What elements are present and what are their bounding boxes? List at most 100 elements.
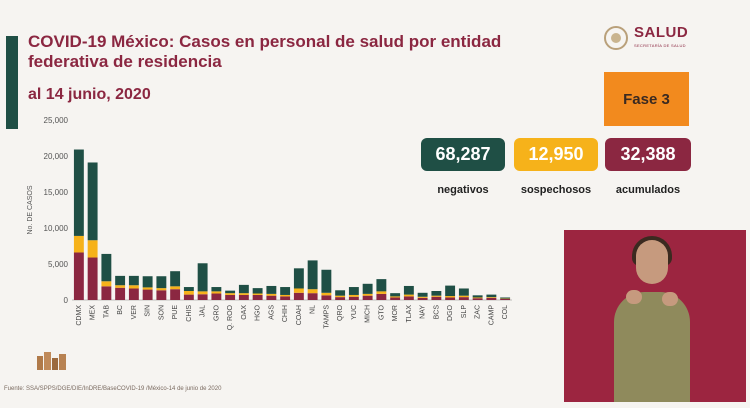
bar-hgo-s0 bbox=[252, 294, 263, 300]
bar-bc-s1 bbox=[115, 285, 126, 288]
x-tick-label: MEX bbox=[90, 305, 97, 321]
x-tick-label: MICH bbox=[365, 305, 372, 323]
bar-gto-s1 bbox=[376, 291, 387, 294]
bar-tlax-s2 bbox=[403, 285, 414, 295]
bar-cdmx-s0 bbox=[73, 252, 84, 300]
salud-logo: SALUD SECRETARÍA DE SALUD bbox=[604, 24, 700, 58]
y-tick-label: 10,000 bbox=[44, 224, 69, 233]
bar-qro-s1 bbox=[335, 295, 346, 298]
bar-son-s1 bbox=[156, 288, 167, 291]
bar-mor-s1 bbox=[390, 296, 401, 298]
logo-name: SALUD bbox=[634, 24, 689, 41]
x-tick-label: TAB bbox=[103, 305, 110, 318]
sign-language-video bbox=[564, 230, 746, 402]
bar-col-s0 bbox=[500, 298, 511, 300]
x-tick-label: GRO bbox=[213, 304, 220, 321]
stat-sospechosos: 12,950 bbox=[514, 138, 598, 171]
x-tick-label: SLP bbox=[461, 305, 468, 319]
bar-yuc-s1 bbox=[348, 294, 359, 297]
x-tick-label: YUC bbox=[351, 305, 358, 320]
bar-sin-s2 bbox=[142, 276, 153, 288]
x-tick-label: BC bbox=[117, 305, 124, 315]
bar-nl-s1 bbox=[307, 289, 318, 294]
bar-cdmx-s1 bbox=[73, 235, 84, 253]
bar-jal-s0 bbox=[197, 294, 208, 300]
x-tick-label: BCS bbox=[433, 305, 440, 320]
bar-camp-s2 bbox=[486, 294, 497, 298]
bar-zac-s2 bbox=[472, 295, 483, 298]
x-tick-label: COAH bbox=[296, 305, 303, 325]
x-tick-label: GTO bbox=[378, 304, 385, 320]
bar-tab-s0 bbox=[101, 286, 112, 300]
y-axis-label: No. DE CASOS bbox=[27, 185, 34, 234]
bar-son-s0 bbox=[156, 290, 167, 300]
bar-cdmx-s2 bbox=[73, 149, 84, 236]
bar-bcs-s2 bbox=[431, 291, 442, 296]
bar-oax-s2 bbox=[238, 284, 249, 294]
x-tick-label: TAMPS bbox=[323, 305, 330, 329]
x-tick-label: OAX bbox=[241, 305, 248, 320]
bar-qro-s0 bbox=[335, 297, 346, 300]
bar-pue-s2 bbox=[170, 271, 181, 287]
bar-oax-s1 bbox=[238, 293, 249, 295]
stat-acumulados: 32,388 bbox=[605, 138, 691, 171]
bar-ags-s1 bbox=[266, 293, 277, 296]
bar-bcs-s1 bbox=[431, 295, 442, 297]
x-tick-label: CAMP bbox=[488, 305, 495, 326]
bar-nay-s0 bbox=[417, 297, 428, 300]
bar-tamps-s1 bbox=[321, 292, 332, 296]
bar-oax-s0 bbox=[238, 294, 249, 300]
y-tick-label: 15,000 bbox=[44, 188, 69, 197]
y-tick-label: 5,000 bbox=[48, 260, 69, 269]
bar-zac-s0 bbox=[472, 298, 483, 300]
bar-slp-s2 bbox=[458, 288, 469, 296]
source-note: Fuente: SSA/SPPS/DGE/DIE/InDRE/BaseCOVID… bbox=[4, 386, 222, 392]
bar-coah-s2 bbox=[293, 268, 304, 289]
x-tick-label: QRO bbox=[337, 304, 344, 321]
interpreter-head bbox=[636, 240, 668, 284]
bar-tab-s1 bbox=[101, 281, 112, 287]
x-tick-label: AGS bbox=[268, 305, 275, 320]
bar-nl-s2 bbox=[307, 260, 318, 290]
bar-coah-s0 bbox=[293, 292, 304, 300]
hand-right bbox=[662, 292, 678, 306]
bar-chis-s0 bbox=[183, 294, 194, 300]
bar-mex-s0 bbox=[87, 257, 98, 300]
bar-gro-s0 bbox=[211, 293, 222, 300]
page-title: COVID-19 México: Casos en personal de sa… bbox=[28, 32, 502, 71]
bar-camp-s1 bbox=[486, 297, 497, 298]
bar-chih-s2 bbox=[280, 287, 291, 295]
bar-mich-s2 bbox=[362, 283, 373, 294]
bar-gro-s1 bbox=[211, 291, 222, 294]
bar-gro-s2 bbox=[211, 287, 222, 292]
stat-negativos: 68,287 bbox=[421, 138, 505, 171]
x-tick-label: CHIH bbox=[282, 305, 289, 322]
bar-qroo-s0 bbox=[225, 294, 236, 300]
bar-bcs-s0 bbox=[431, 296, 442, 300]
x-tick-label: TLAX bbox=[406, 305, 413, 323]
bar-hgo-s2 bbox=[252, 288, 263, 294]
interpreter-body bbox=[614, 292, 690, 402]
bar-yuc-s2 bbox=[348, 287, 359, 295]
x-tick-label: DGO bbox=[447, 304, 454, 321]
bar-gto-s2 bbox=[376, 279, 387, 292]
bar-mich-s0 bbox=[362, 295, 373, 300]
y-tick-label: 20,000 bbox=[44, 152, 69, 161]
bar-jal-s1 bbox=[197, 291, 208, 295]
x-tick-label: VER bbox=[131, 305, 138, 319]
bar-chih-s0 bbox=[280, 296, 291, 300]
bar-gto-s0 bbox=[376, 293, 387, 300]
hand-left bbox=[626, 290, 642, 304]
bar-nay-s1 bbox=[417, 296, 428, 298]
bar-dgo-s0 bbox=[445, 297, 456, 300]
stat-label-sospechosos: sospechosos bbox=[520, 184, 592, 196]
x-tick-label: NAY bbox=[420, 305, 427, 319]
x-tick-label: CDMX bbox=[76, 305, 83, 326]
x-tick-label: SON bbox=[158, 305, 165, 320]
bar-camp-s0 bbox=[486, 297, 497, 300]
x-tick-label: CHIS bbox=[186, 305, 193, 322]
bar-tlax-s0 bbox=[403, 296, 414, 300]
bar-sin-s1 bbox=[142, 287, 153, 290]
bar-mor-s2 bbox=[390, 293, 401, 297]
accent-bar bbox=[6, 36, 18, 129]
